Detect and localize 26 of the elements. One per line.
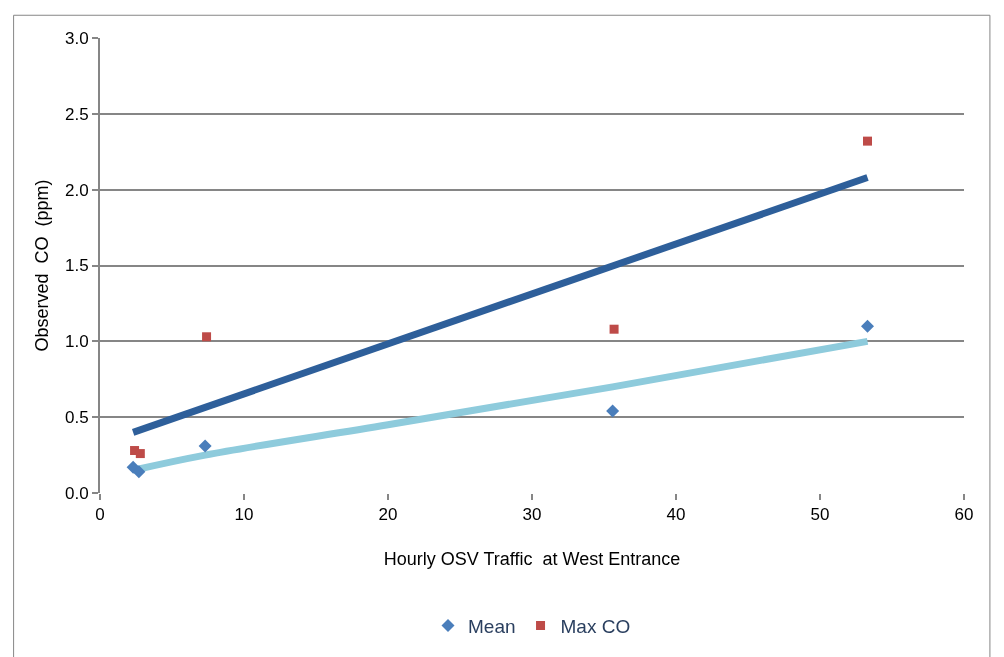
point (609, 324, 619, 334)
point (863, 136, 873, 146)
y-tick-label: 2.0 (64, 180, 89, 200)
point (606, 404, 620, 418)
x-tick-label: 50 (810, 505, 830, 525)
point (198, 439, 212, 453)
y-axis-title: Observed CO (ppm) (31, 179, 52, 352)
y-tick-label: 0.5 (64, 408, 89, 428)
y-tick-label: 3.0 (64, 28, 89, 48)
x-axis-title: Hourly OSV Traffic at West Entrance (383, 548, 681, 569)
x-tick-label: 0 (95, 505, 105, 525)
x-tick-label: 60 (954, 505, 974, 525)
x-tick-label: 20 (378, 505, 398, 525)
legend-label: Mean (468, 616, 516, 638)
point (861, 319, 875, 333)
y-tick-label: 2.5 (64, 104, 89, 124)
point (132, 465, 146, 479)
x-tick-label: 30 (522, 505, 542, 525)
point (202, 332, 212, 342)
y-tick-label: 1.5 (64, 256, 89, 276)
y-tick-label: 0.0 (64, 483, 89, 503)
x-tick-label: 10 (234, 505, 254, 525)
point (135, 449, 145, 459)
x-tick-label: 40 (666, 505, 686, 525)
y-tick-label: 1.0 (64, 332, 89, 352)
legend-label: Max CO (560, 616, 631, 638)
